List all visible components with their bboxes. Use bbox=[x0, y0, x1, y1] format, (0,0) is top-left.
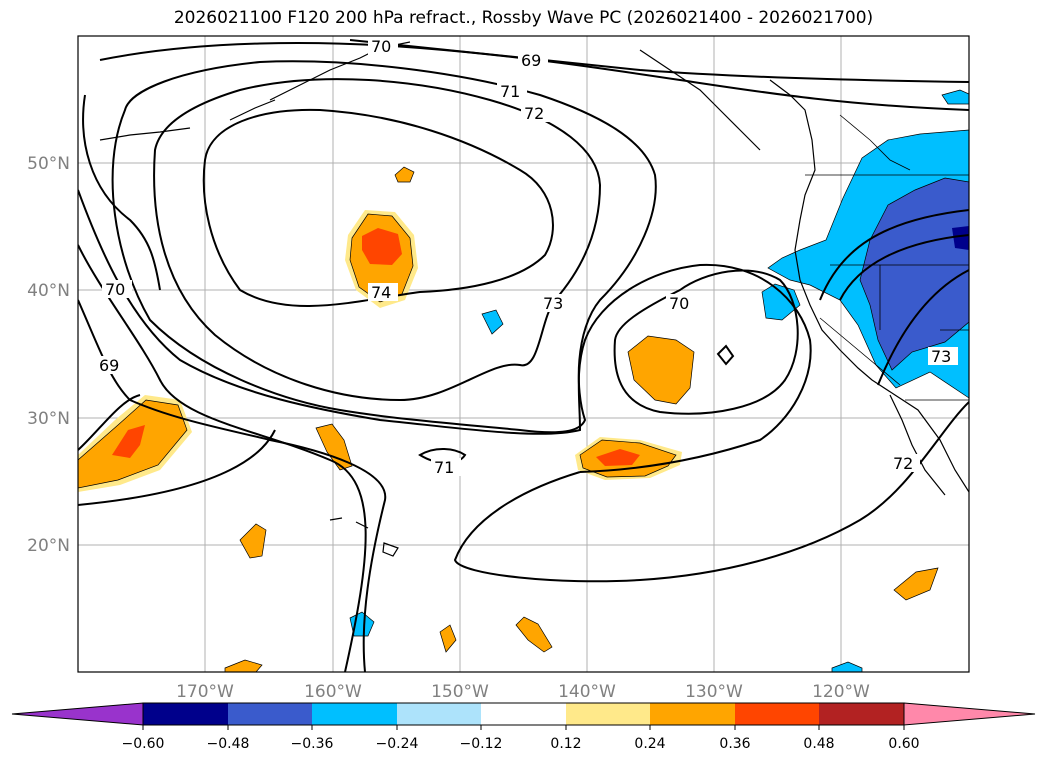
lat-tick-label: 40°N bbox=[27, 281, 70, 301]
contour-label-71-top: 71 bbox=[500, 82, 520, 101]
colorbar-tick-label: 0.60 bbox=[888, 736, 919, 752]
colorbar-tick-label: −0.36 bbox=[291, 736, 334, 752]
longitude-tick-labels: 170°W 160°W 150°W 140°W 130°W 120°W bbox=[176, 682, 870, 702]
contour-labels: 70 69 71 72 74 73 70 70 69 71 72 73 bbox=[96, 37, 958, 477]
colorbar-tick-label: 0.36 bbox=[719, 736, 750, 752]
colorbar-segment bbox=[228, 703, 312, 725]
latitude-tick-labels: 50°N 40°N 30°N 20°N bbox=[27, 154, 70, 556]
negative-anomaly-fill bbox=[349, 89, 969, 672]
colorbar-tick-label: −0.24 bbox=[376, 736, 419, 752]
lon-tick-label: 170°W bbox=[176, 682, 234, 702]
contour-label-69-left: 69 bbox=[99, 356, 119, 375]
colorbar: −0.60 −0.48 −0.36 −0.24 −0.12 0.12 0.24 … bbox=[11, 702, 1036, 752]
map-frame bbox=[77, 35, 970, 673]
contour-label-70-top: 70 bbox=[371, 37, 391, 56]
positive-anomaly-fill bbox=[78, 166, 939, 672]
colorbar-segment bbox=[397, 703, 481, 725]
colorbar-tick-label: 0.48 bbox=[803, 736, 834, 752]
lat-tick-label: 30°N bbox=[27, 409, 70, 429]
map-plot-area: 70 69 71 72 74 73 70 70 69 71 72 73 bbox=[78, 36, 969, 672]
colorbar-tick-label: 0.12 bbox=[550, 736, 581, 752]
colorbar-extend-low bbox=[11, 702, 144, 726]
lon-tick-label: 130°W bbox=[685, 682, 743, 702]
gridlines bbox=[78, 36, 969, 672]
colorbar-tick-label: 0.24 bbox=[634, 736, 665, 752]
lon-tick-label: 150°W bbox=[431, 682, 489, 702]
colorbar-segment bbox=[735, 703, 819, 725]
borders bbox=[805, 114, 969, 401]
lat-tick-label: 20°N bbox=[27, 536, 70, 556]
colorbar-segment bbox=[312, 703, 397, 725]
colorbar-tick-label: −0.60 bbox=[122, 736, 165, 752]
contour-label-73-right: 73 bbox=[931, 347, 951, 366]
contour-label-71-bottom: 71 bbox=[434, 458, 454, 477]
colorbar-segment bbox=[481, 703, 566, 725]
refractivity-contours bbox=[78, 39, 969, 672]
contour-label-72-top: 72 bbox=[524, 104, 544, 123]
map-title: 2026021100 F120 200 hPa refract., Rossby… bbox=[173, 8, 874, 28]
lat-tick-label: 50°N bbox=[27, 154, 70, 174]
colorbar-segment bbox=[566, 703, 650, 725]
contour-label-74: 74 bbox=[371, 283, 391, 302]
contour-label-73-mid: 73 bbox=[543, 294, 563, 313]
contour-label-70-left: 70 bbox=[105, 280, 125, 299]
colorbar-tick-label: −0.12 bbox=[460, 736, 503, 752]
lon-tick-label: 120°W bbox=[812, 682, 870, 702]
colorbar-extend-high bbox=[903, 702, 1036, 726]
contour-label-69-top: 69 bbox=[521, 51, 541, 70]
colorbar-segment bbox=[650, 703, 735, 725]
contour-label-70-mid: 70 bbox=[669, 294, 689, 313]
contour-label-72-right: 72 bbox=[893, 454, 913, 473]
colorbar-segment bbox=[143, 703, 228, 725]
lon-tick-label: 140°W bbox=[558, 682, 616, 702]
colorbar-tick-label: −0.48 bbox=[207, 736, 250, 752]
colorbar-segment bbox=[819, 703, 904, 725]
lon-tick-label: 160°W bbox=[304, 682, 362, 702]
